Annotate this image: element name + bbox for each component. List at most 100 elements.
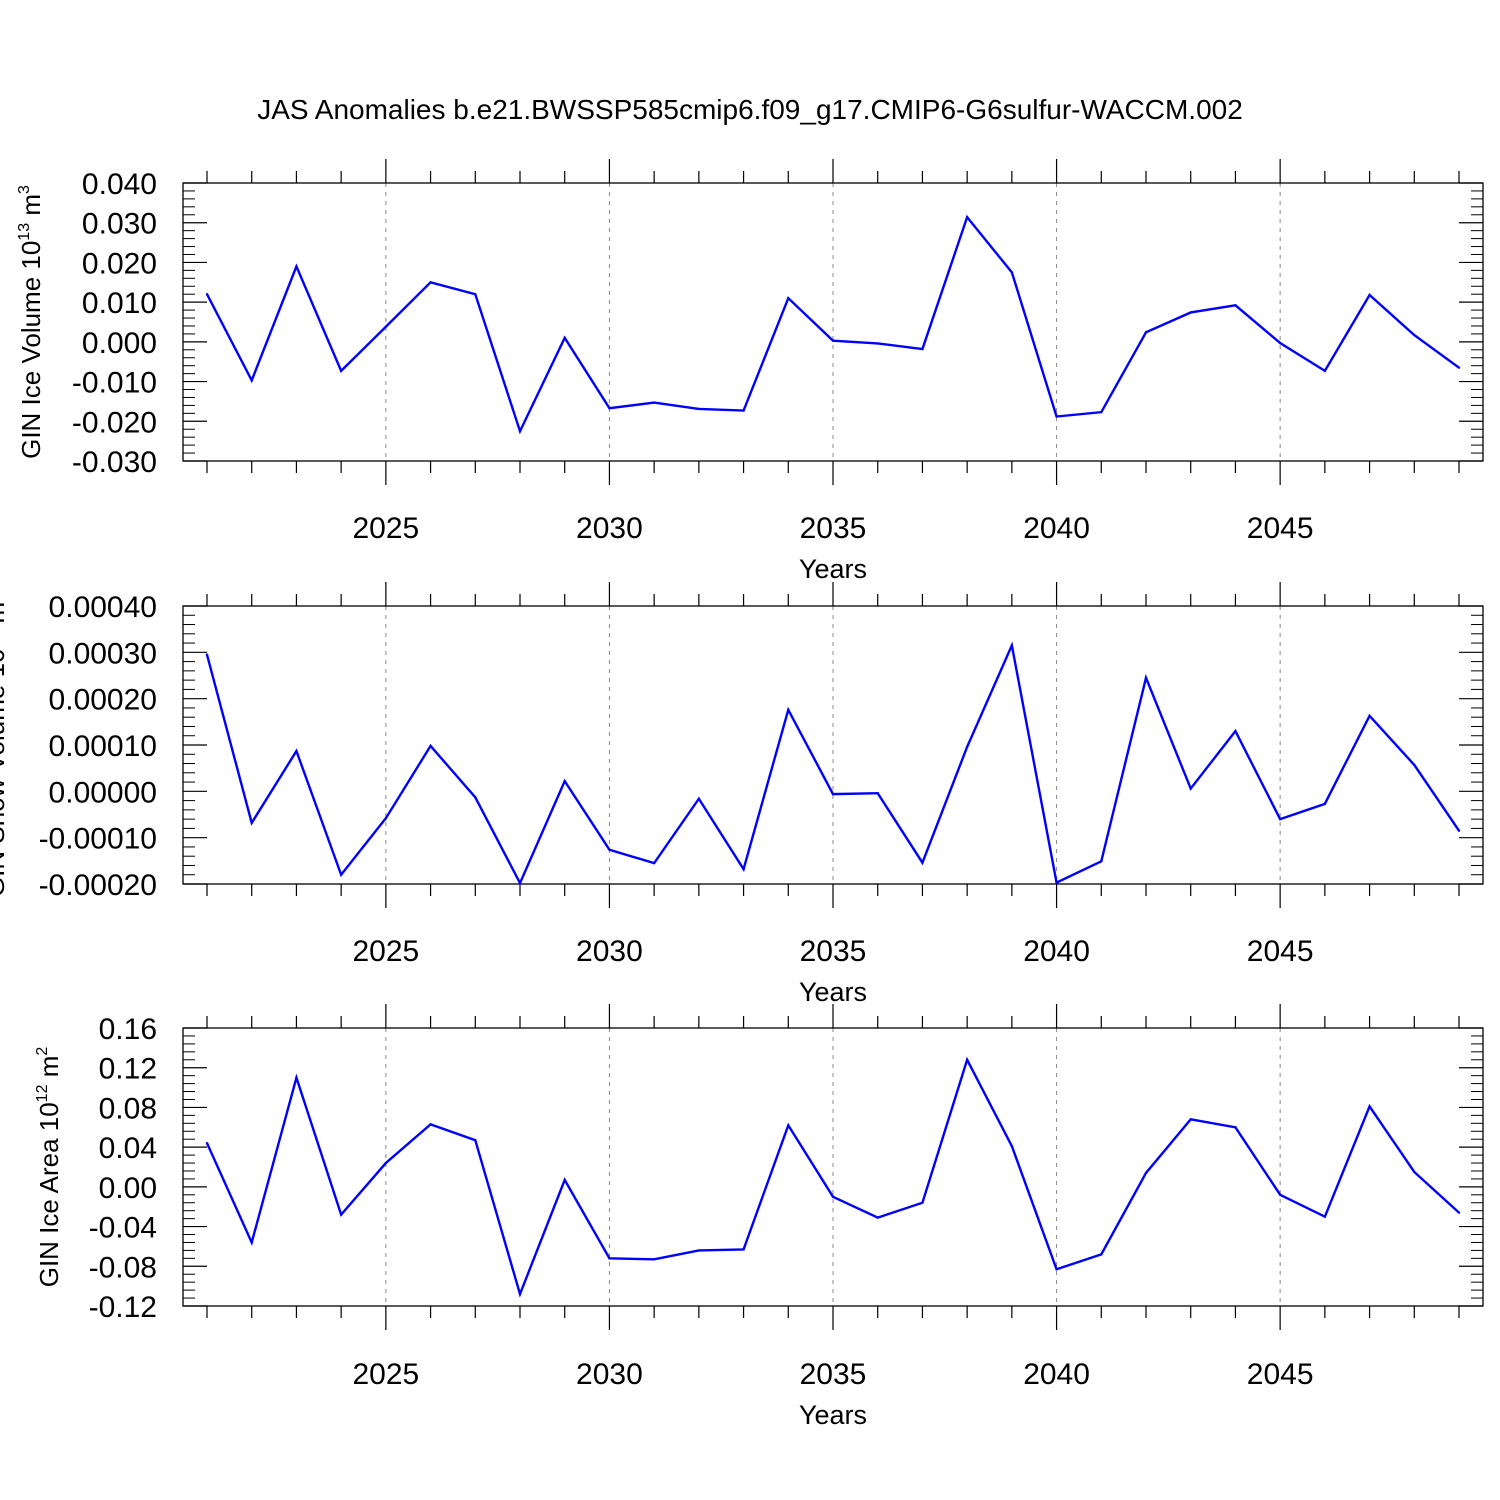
data-point bbox=[518, 881, 522, 885]
y-tick-label: 0.010 bbox=[82, 287, 157, 320]
x-tick-label: 2025 bbox=[352, 512, 419, 545]
data-point bbox=[429, 1123, 432, 1126]
data-point bbox=[518, 430, 522, 433]
data-point bbox=[608, 1257, 611, 1260]
data-point bbox=[697, 1249, 701, 1252]
data-point bbox=[205, 1141, 209, 1145]
data-point bbox=[965, 1058, 969, 1061]
data-point bbox=[384, 1161, 388, 1165]
y-tick-label: 0.00020 bbox=[49, 684, 157, 717]
y-axis-title: GIN Snow Volume 1013 m3 bbox=[0, 593, 10, 897]
data-point bbox=[742, 867, 745, 871]
y-axis-title-part: GIN Ice Volume 10 bbox=[16, 241, 46, 459]
y-tick-label: 0.12 bbox=[99, 1053, 157, 1086]
data-point bbox=[652, 1258, 656, 1261]
data-point bbox=[831, 339, 835, 342]
data-point bbox=[1234, 1126, 1237, 1129]
data-point bbox=[1457, 829, 1461, 832]
data-point bbox=[429, 281, 432, 284]
x-tick-label: 2040 bbox=[1023, 1358, 1090, 1391]
y-tick-label: -0.12 bbox=[89, 1291, 157, 1324]
data-point bbox=[1144, 331, 1148, 334]
data-point bbox=[474, 796, 477, 799]
data-point bbox=[563, 779, 566, 783]
data-point bbox=[295, 749, 298, 753]
x-tick-label: 2045 bbox=[1247, 1358, 1314, 1391]
x-tick-label: 2045 bbox=[1247, 512, 1314, 545]
data-point bbox=[1234, 729, 1237, 733]
y-tick-label: -0.030 bbox=[72, 446, 157, 479]
data-point bbox=[563, 336, 566, 340]
data-point bbox=[1278, 1193, 1282, 1197]
data-point bbox=[1010, 644, 1014, 647]
data-point bbox=[608, 848, 611, 851]
data-point bbox=[1189, 787, 1192, 790]
y-axis-title-part: m bbox=[34, 1056, 64, 1085]
x-axis-title: Years bbox=[799, 977, 867, 1007]
y-tick-label: 0.040 bbox=[82, 168, 157, 201]
x-tick-label: 2035 bbox=[800, 1358, 867, 1391]
y-tick-label: 0.04 bbox=[99, 1132, 157, 1165]
y-tick-label: 0.030 bbox=[82, 208, 157, 241]
data-point bbox=[1457, 366, 1461, 369]
data-point bbox=[1278, 341, 1282, 345]
x-tick-label: 2035 bbox=[800, 935, 867, 968]
y-axis-title-superscript: 12 bbox=[34, 1084, 51, 1102]
y-tick-label: -0.00010 bbox=[39, 823, 157, 856]
data-point bbox=[965, 215, 969, 219]
figure-title: JAS Anomalies b.e21.BWSSP585cmip6.f09_g1… bbox=[257, 94, 1243, 125]
x-axis-title: Years bbox=[799, 554, 867, 584]
y-axis-title-part: m bbox=[16, 194, 46, 223]
y-tick-label: -0.00020 bbox=[39, 869, 157, 902]
y-axis-title-part: GIN Snow Volume 10 bbox=[0, 649, 10, 898]
data-point bbox=[1457, 1211, 1461, 1214]
data-point bbox=[1189, 1118, 1192, 1121]
data-point bbox=[339, 1213, 343, 1216]
y-axis-title-part: GIN Ice Area 10 bbox=[34, 1102, 64, 1287]
x-tick-label: 2030 bbox=[576, 512, 643, 545]
chart-panel-3: -0.12 -0.08 -0.04 0.00 0.04 0.08 0.12 0.16 2025 2… bbox=[34, 1004, 1484, 1430]
data-point bbox=[787, 1124, 790, 1127]
y-axis-title-superscript: 13 bbox=[16, 223, 33, 241]
y-tick-label: 0.000 bbox=[82, 327, 157, 360]
data-point bbox=[295, 1076, 298, 1079]
data-point bbox=[1055, 415, 1058, 418]
data-point bbox=[474, 293, 477, 296]
x-axis-title: Years bbox=[799, 1400, 867, 1430]
y-axis-title-part: m bbox=[0, 602, 10, 631]
data-point bbox=[652, 401, 656, 404]
data-point bbox=[339, 369, 343, 373]
y-axis-title: GIN Ice Area 1012 m2 bbox=[34, 1047, 64, 1288]
data-point bbox=[1100, 860, 1103, 863]
y-tick-label: 0.00030 bbox=[49, 637, 157, 670]
y-tick-label: 0.00010 bbox=[49, 730, 157, 763]
data-point bbox=[1055, 1268, 1058, 1271]
data-point bbox=[787, 296, 790, 300]
data-point bbox=[876, 342, 879, 345]
x-tick-label: 2035 bbox=[800, 512, 867, 545]
y-axis-title: GIN Ice Volume 1013 m3 bbox=[16, 185, 46, 459]
x-tick-label: 2025 bbox=[352, 1358, 419, 1391]
data-point bbox=[1144, 676, 1148, 680]
data-point bbox=[1368, 1105, 1371, 1108]
data-point bbox=[921, 861, 924, 864]
y-tick-label: 0.16 bbox=[99, 1013, 157, 1046]
chart-panel-1: -0.030 -0.020 -0.010 0.000 0.010 0.020 0.030 0.… bbox=[16, 159, 1484, 584]
data-point bbox=[1010, 271, 1014, 274]
data-point bbox=[921, 1201, 924, 1204]
data-point bbox=[205, 653, 209, 656]
x-tick-label: 2030 bbox=[576, 935, 643, 968]
data-point bbox=[205, 293, 209, 296]
data-point bbox=[831, 1195, 835, 1198]
data-point bbox=[518, 1292, 522, 1296]
x-tick-label: 2040 bbox=[1023, 512, 1090, 545]
data-point bbox=[787, 708, 790, 711]
y-axis-title-superscript: 3 bbox=[16, 185, 33, 194]
data-point bbox=[1413, 1170, 1416, 1174]
data-point bbox=[876, 1216, 879, 1219]
y-axis-title-superscript: 2 bbox=[34, 1047, 51, 1056]
data-point bbox=[1368, 293, 1371, 297]
data-point bbox=[384, 817, 388, 820]
